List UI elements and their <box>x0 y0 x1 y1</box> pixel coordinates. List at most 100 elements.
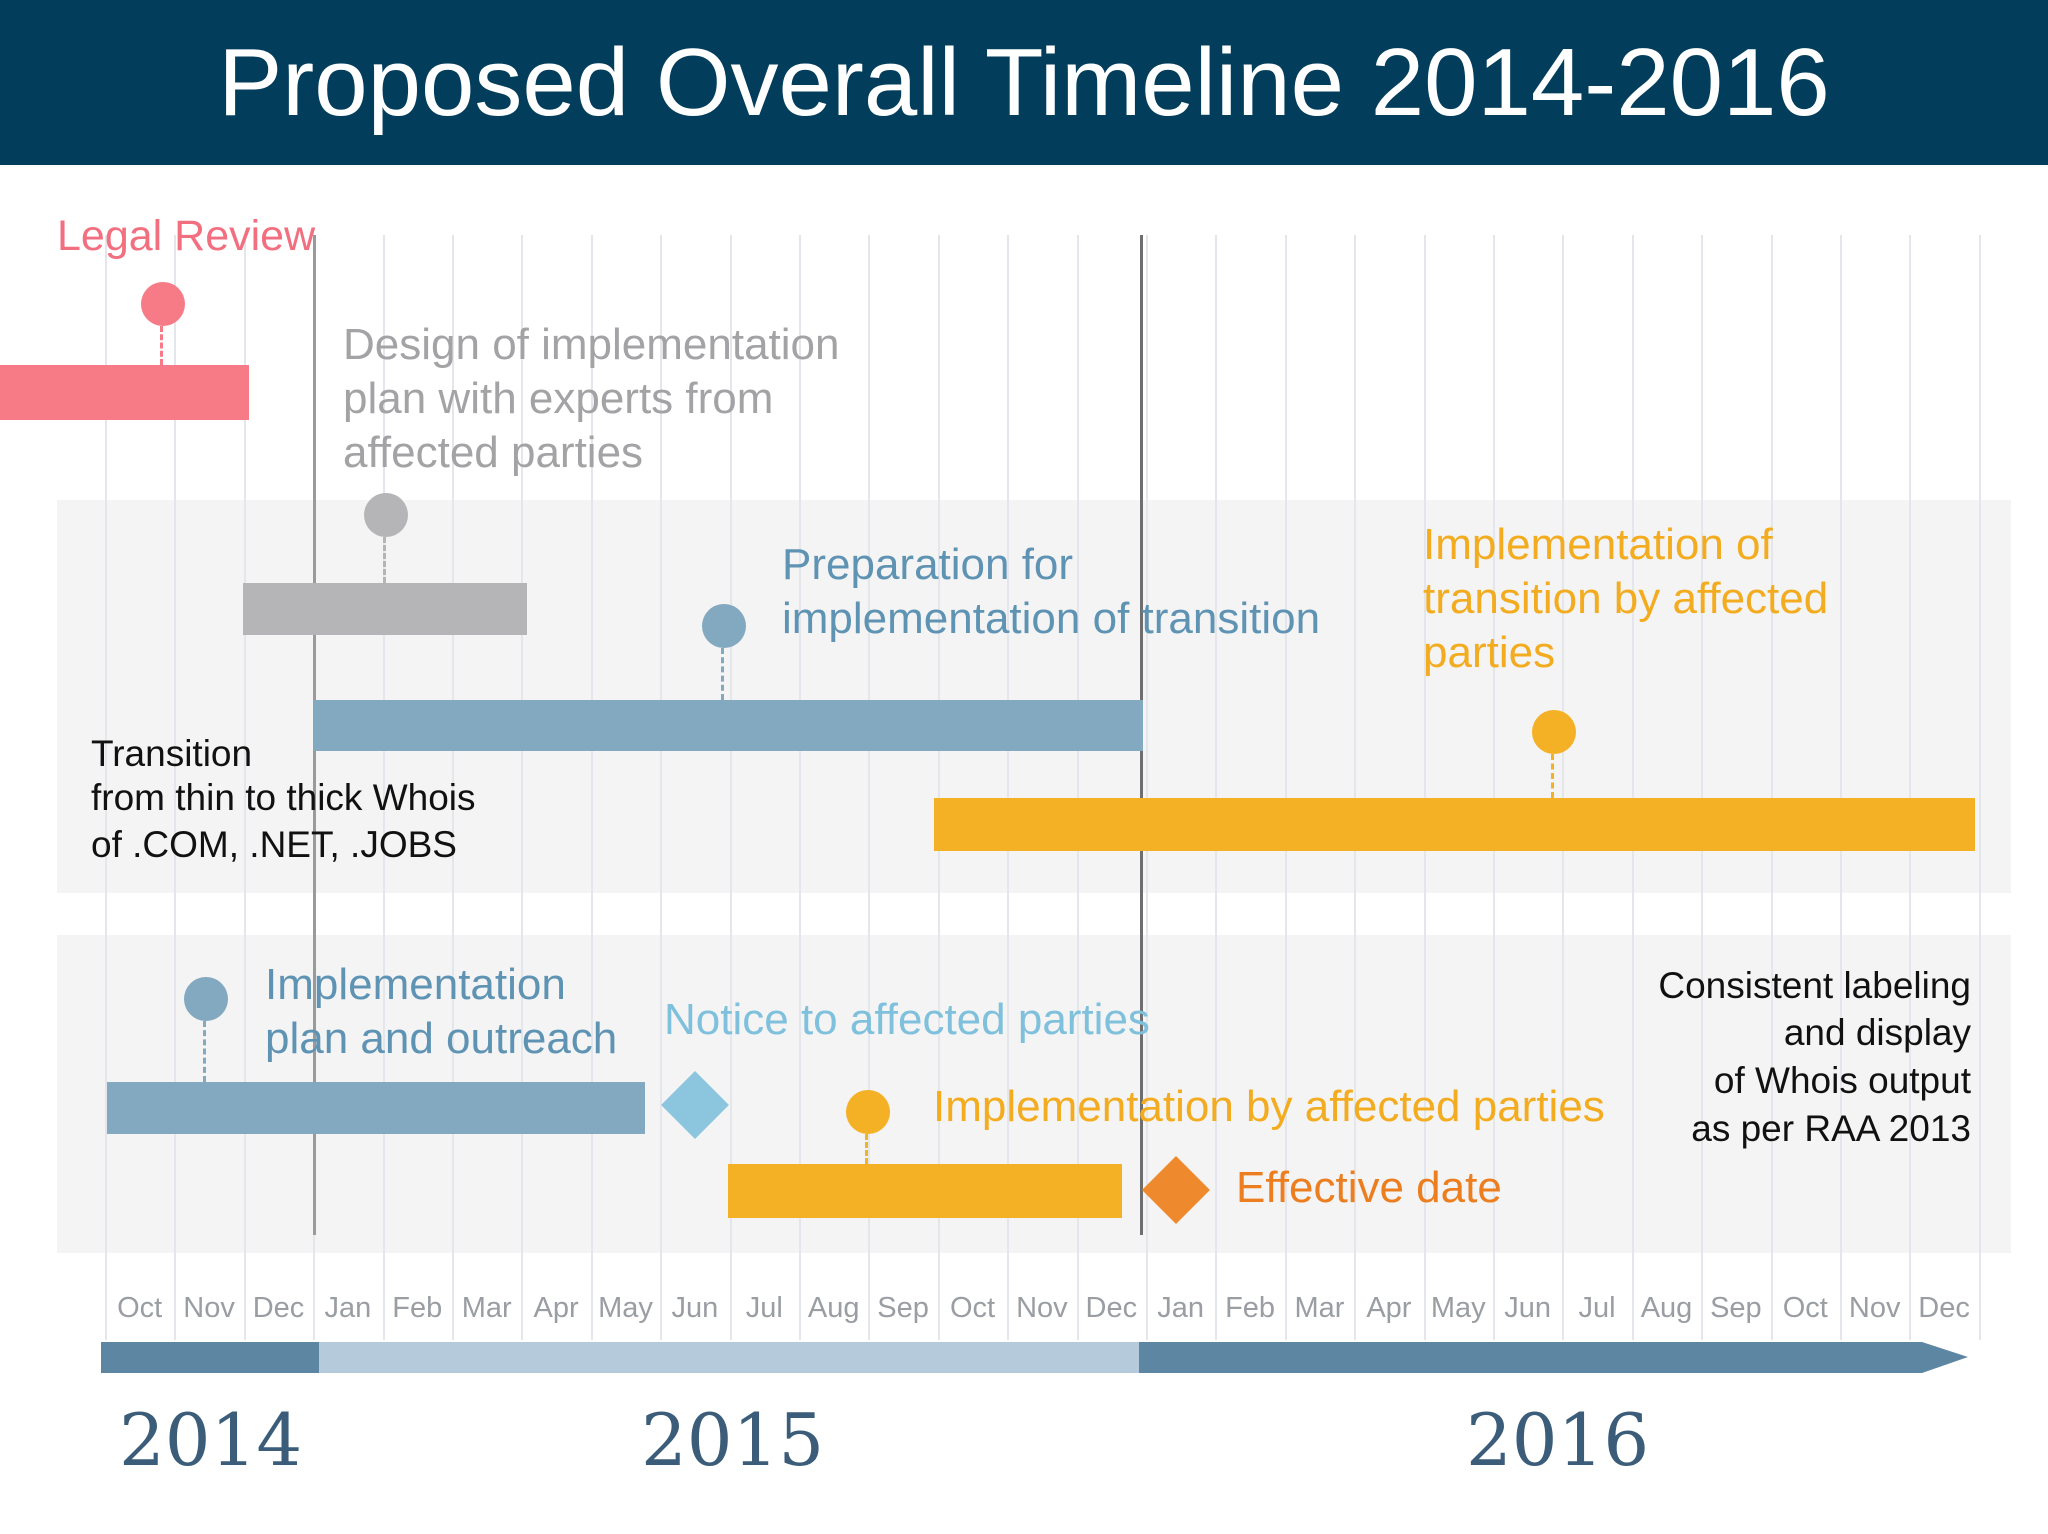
month-label: Jan <box>1157 1292 1205 1324</box>
month-grid-line <box>244 235 246 1340</box>
month-grid-line <box>1562 235 1564 1340</box>
month-grid-line <box>1077 235 1079 1340</box>
month-grid-line <box>1632 235 1634 1340</box>
month-grid-line <box>1979 235 1981 1340</box>
title-banner: Proposed Overall Timeline 2014-2016 <box>0 0 2048 165</box>
implementation-transition-pin <box>1532 710 1576 754</box>
month-label: Jan <box>324 1292 372 1324</box>
month-grid-line <box>1354 235 1356 1340</box>
year-label-2016: 2016 <box>1466 1398 1650 1482</box>
month-label: May <box>1430 1292 1486 1324</box>
month-label: Aug <box>1640 1292 1693 1324</box>
month-grid-line <box>1146 235 1148 1340</box>
design-plan-pin-stem <box>383 537 386 583</box>
design-plan-label-line1: Design of implementation <box>343 320 840 369</box>
consistent-labeling-label-line2: and display <box>1783 1012 1971 1053</box>
design-plan-label-line3: affected parties <box>343 428 644 477</box>
preparation-bar <box>313 700 1143 751</box>
month-label: Dec <box>252 1292 305 1324</box>
year-label-2015: 2015 <box>641 1398 825 1482</box>
month-label: Aug <box>807 1292 860 1324</box>
month-label: Mar <box>461 1292 512 1324</box>
month-label: Nov <box>183 1292 235 1324</box>
month-grid-line <box>730 235 732 1340</box>
preparation-label-line2: implementation of transition <box>782 594 1321 643</box>
implementation-plan-label-line2: plan and outreach <box>265 1014 618 1063</box>
month-grid-line <box>1840 235 1842 1340</box>
legal-review-pin <box>141 282 185 326</box>
month-label: Mar <box>1294 1292 1345 1324</box>
preparation-pin <box>702 604 746 648</box>
design-plan-label-line2: plan with experts from <box>343 374 774 423</box>
month-label: Jul <box>745 1292 783 1324</box>
implementation-by-label: Implementation by affected parties <box>933 1082 1605 1131</box>
month-label: Apr <box>1366 1292 1412 1324</box>
implementation-plan-bar <box>107 1082 645 1134</box>
month-label: Nov <box>1016 1292 1068 1324</box>
implementation-transition-label-line2: transition by affected <box>1423 574 1829 623</box>
month-grid-line <box>938 235 940 1340</box>
legal-review-pin-stem <box>160 326 163 365</box>
month-grid-line <box>868 235 870 1340</box>
month-grid-line <box>1909 235 1911 1340</box>
transition-label-line3: of .COM, .NET, .JOBS <box>91 824 457 865</box>
effective-date-label: Effective date <box>1236 1163 1502 1212</box>
year-label-2014: 2014 <box>119 1398 303 1482</box>
month-grid-line <box>1701 235 1703 1340</box>
preparation-pin-stem <box>721 648 724 700</box>
transition-label-line2: from thin to thick Whois <box>91 777 476 818</box>
implementation-by-pin-stem <box>865 1134 868 1164</box>
implementation-transition-bar <box>934 798 1975 851</box>
legal-review-label: Legal Review <box>57 212 316 260</box>
implementation-plan-pin-stem <box>203 1021 206 1082</box>
axis-segment-2015 <box>319 1342 1139 1373</box>
month-grid-line <box>591 235 593 1340</box>
consistent-labeling-label-line3: of Whois output <box>1713 1060 1971 1101</box>
implementation-by-bar <box>728 1164 1122 1218</box>
implementation-by-pin <box>846 1090 890 1134</box>
month-label: Apr <box>533 1292 579 1324</box>
month-grid-line <box>1285 235 1287 1340</box>
month-label: Oct <box>949 1292 996 1324</box>
month-label: Dec <box>1085 1292 1138 1324</box>
consistent-labeling-label-line4: as per RAA 2013 <box>1691 1108 1971 1149</box>
month-label: Oct <box>117 1292 163 1324</box>
month-label: Sep <box>877 1292 929 1324</box>
consistent-labeling-label-line1: Consistent labeling <box>1658 965 1971 1006</box>
month-label: Jun <box>671 1292 719 1324</box>
implementation-plan-pin <box>184 977 228 1021</box>
month-grid-line <box>799 235 801 1340</box>
month-grid-line <box>1493 235 1495 1340</box>
axis-segment-2014 <box>101 1342 319 1373</box>
month-grid-line <box>1007 235 1009 1340</box>
month-grid-line <box>521 235 523 1340</box>
month-grid-line <box>660 235 662 1340</box>
month-label: Feb <box>392 1292 443 1324</box>
month-label: Feb <box>1225 1292 1276 1324</box>
preparation-label-line1: Preparation for <box>782 540 1074 589</box>
implementation-plan-label-line1: Implementation <box>265 960 566 1009</box>
page-title: Proposed Overall Timeline 2014-2016 <box>218 29 1830 136</box>
month-grid-line <box>1215 235 1217 1340</box>
month-label: Oct <box>1782 1292 1828 1324</box>
month-grid-line <box>383 235 385 1340</box>
notice-label: Notice to affected parties <box>664 995 1150 1044</box>
month-grid-line <box>452 235 454 1340</box>
implementation-transition-label-line1: Implementation of <box>1423 520 1773 569</box>
month-label: Jul <box>1578 1292 1616 1324</box>
design-plan-bar <box>243 583 527 635</box>
month-grid-line <box>105 235 107 1340</box>
month-label: Jun <box>1504 1292 1552 1324</box>
implementation-transition-pin-stem <box>1551 754 1554 798</box>
legal-review-bar <box>0 365 249 420</box>
month-grid-line <box>1771 235 1773 1340</box>
month-label: Nov <box>1848 1292 1901 1324</box>
month-grid-line <box>174 235 176 1340</box>
transition-label-line1: Transition <box>91 733 253 774</box>
implementation-transition-label-line3: parties <box>1423 628 1556 677</box>
month-label: May <box>598 1292 653 1324</box>
axis-segment-2016 <box>1139 1342 1968 1373</box>
month-grid-line <box>1424 235 1426 1340</box>
